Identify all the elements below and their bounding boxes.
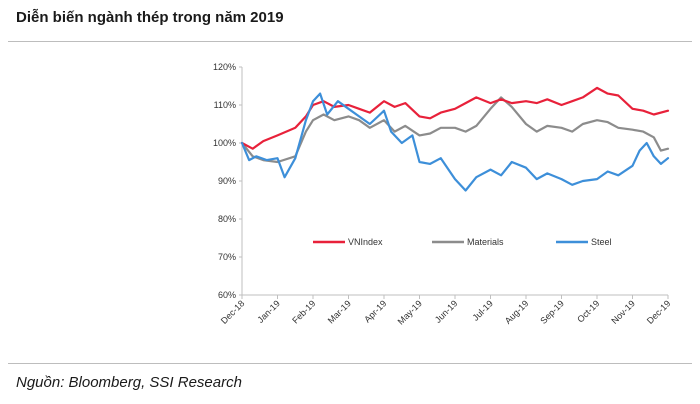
x-tick-label: Jan-19	[255, 298, 282, 325]
legend-label-1: Materials	[467, 237, 504, 247]
series-layer	[240, 86, 670, 192]
axes-layer: 120% 110% 100% 90% 80% 70% 60%Dec-18 Jan-19 Feb-…	[213, 62, 672, 327]
y-tick-label: 70%	[218, 252, 236, 262]
source-note: Nguồn: Bloomberg, SSI Research	[16, 374, 242, 391]
series-line-0	[240, 86, 670, 150]
chart-title: Diễn biến ngành thép trong năm 2019	[16, 9, 284, 26]
x-tick-label: Oct-19	[575, 298, 601, 324]
x-tick-label: Sep-19	[538, 298, 566, 326]
y-tick-label: 80%	[218, 214, 236, 224]
top-divider	[8, 41, 692, 42]
x-tick-label: Jun-19	[433, 298, 460, 325]
series-line-1	[240, 96, 670, 164]
series-line-2	[240, 92, 670, 192]
x-tick-label: Jul-19	[471, 298, 495, 322]
x-tick-label: Nov-19	[609, 298, 637, 326]
y-tick-label: 60%	[218, 290, 236, 300]
x-tick-label: Mar-19	[326, 298, 353, 325]
x-tick-label: Dec-18	[219, 298, 247, 326]
y-tick-label: 110%	[214, 100, 236, 110]
y-tick-label: 100%	[213, 138, 236, 148]
y-tick-label: 120%	[213, 62, 236, 72]
legend-label-2: Steel	[591, 237, 612, 247]
legend: VNIndex Materials Steel	[313, 237, 612, 247]
x-tick-label: Aug-19	[503, 298, 531, 326]
bottom-divider	[8, 363, 692, 364]
x-tick-label: May-19	[396, 298, 424, 326]
x-tick-label: Dec-19	[645, 298, 673, 326]
x-tick-label: Apr-19	[362, 298, 388, 324]
x-tick-label: Feb-19	[290, 298, 317, 325]
legend-label-0: VNIndex	[348, 237, 383, 247]
y-tick-label: 90%	[218, 176, 236, 186]
